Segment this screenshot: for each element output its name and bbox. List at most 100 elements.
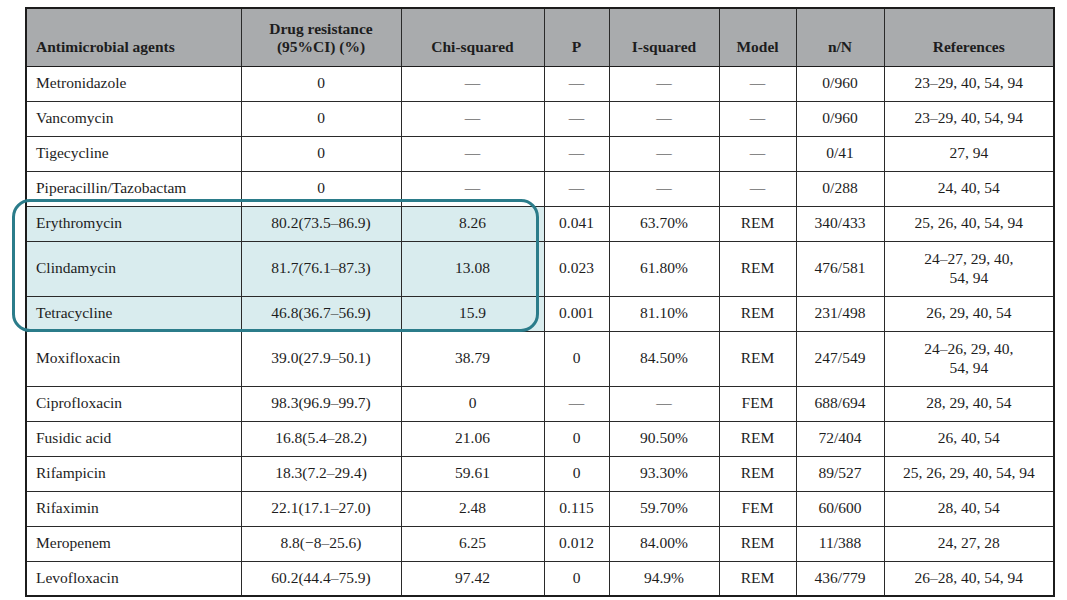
cell-n-over-N: 72/404 xyxy=(796,421,884,456)
cell-resistance: 98.3(96.9–99.7) xyxy=(241,386,401,421)
cell-references: 25, 26, 29, 40, 54, 94 xyxy=(884,456,1054,491)
cell-resistance: 0 xyxy=(241,101,401,136)
cell-model: REM xyxy=(719,421,796,456)
cell-i-squared: 63.70% xyxy=(609,206,719,241)
header-row: Antimicrobial agents Drug resistance (95… xyxy=(26,8,1054,66)
cell-chi-squared: 97.42 xyxy=(401,561,544,596)
cell-resistance: 8.8(−8–25.6) xyxy=(241,526,401,561)
cell-resistance: 22.1(17.1–27.0) xyxy=(241,491,401,526)
cell-references: 24, 40, 54 xyxy=(884,171,1054,206)
cell-resistance: 80.2(73.5–86.9) xyxy=(241,206,401,241)
cell-model: — xyxy=(719,101,796,136)
cell-n-over-N: 0/960 xyxy=(796,66,884,101)
cell-p: — xyxy=(544,136,609,171)
table-row: Fusidic acid16.8(5.4–28.2)21.06090.50%RE… xyxy=(26,421,1054,456)
cell-model: — xyxy=(719,66,796,101)
cell-i-squared: — xyxy=(609,66,719,101)
cell-agent: Levofloxacin xyxy=(26,561,241,596)
cell-references: 26, 29, 40, 54 xyxy=(884,296,1054,331)
cell-i-squared: — xyxy=(609,386,719,421)
cell-agent: Meropenem xyxy=(26,526,241,561)
cell-model: REM xyxy=(719,456,796,491)
cell-n-over-N: 60/600 xyxy=(796,491,884,526)
cell-p: 0 xyxy=(544,331,609,386)
cell-resistance: 18.3(7.2–29.4) xyxy=(241,456,401,491)
cell-agent: Fusidic acid xyxy=(26,421,241,456)
cell-p: 0.041 xyxy=(544,206,609,241)
cell-agent: Tetracycline xyxy=(26,296,241,331)
cell-i-squared: 90.50% xyxy=(609,421,719,456)
table-row: Piperacillin/Tazobactam0————0/28824, 40,… xyxy=(26,171,1054,206)
cell-agent: Vancomycin xyxy=(26,101,241,136)
cell-resistance: 39.0(27.9–50.1) xyxy=(241,331,401,386)
cell-chi-squared: 15.9 xyxy=(401,296,544,331)
cell-p: — xyxy=(544,101,609,136)
cell-p: 0.012 xyxy=(544,526,609,561)
cell-references: 28, 29, 40, 54 xyxy=(884,386,1054,421)
cell-model: REM xyxy=(719,206,796,241)
cell-p: 0.023 xyxy=(544,241,609,296)
cell-p: 0 xyxy=(544,561,609,596)
cell-references: 27, 94 xyxy=(884,136,1054,171)
cell-references: 26–28, 40, 54, 94 xyxy=(884,561,1054,596)
cell-n-over-N: 231/498 xyxy=(796,296,884,331)
table-row: Tetracycline46.8(36.7–56.9)15.90.00181.1… xyxy=(26,296,1054,331)
table-row: Rifaximin22.1(17.1–27.0)2.480.11559.70%F… xyxy=(26,491,1054,526)
cell-i-squared: 59.70% xyxy=(609,491,719,526)
cell-resistance: 60.2(44.4–75.9) xyxy=(241,561,401,596)
cell-agent: Ciprofloxacin xyxy=(26,386,241,421)
cell-p: 0 xyxy=(544,421,609,456)
column-header-agent: Antimicrobial agents xyxy=(26,8,241,66)
cell-resistance: 46.8(36.7–56.9) xyxy=(241,296,401,331)
cell-chi-squared: 8.26 xyxy=(401,206,544,241)
column-header-n-over-N: n/N xyxy=(796,8,884,66)
cell-chi-squared: 21.06 xyxy=(401,421,544,456)
cell-resistance: 16.8(5.4–28.2) xyxy=(241,421,401,456)
table-row: Meropenem8.8(−8–25.6)6.250.01284.00%REM1… xyxy=(26,526,1054,561)
table-row: Levofloxacin60.2(44.4–75.9)97.42094.9%RE… xyxy=(26,561,1054,596)
cell-agent: Rifaximin xyxy=(26,491,241,526)
cell-model: FEM xyxy=(719,491,796,526)
cell-resistance: 0 xyxy=(241,136,401,171)
cell-n-over-N: 0/960 xyxy=(796,101,884,136)
cell-resistance: 0 xyxy=(241,66,401,101)
cell-n-over-N: 0/41 xyxy=(796,136,884,171)
cell-references: 24–27, 29, 40, 54, 94 xyxy=(884,241,1054,296)
cell-i-squared: — xyxy=(609,101,719,136)
cell-agent: Moxifloxacin xyxy=(26,331,241,386)
cell-references: 24, 27, 28 xyxy=(884,526,1054,561)
cell-p: — xyxy=(544,66,609,101)
table-header: Antimicrobial agents Drug resistance (95… xyxy=(26,8,1054,66)
cell-model: REM xyxy=(719,561,796,596)
cell-agent: Erythromycin xyxy=(26,206,241,241)
cell-i-squared: — xyxy=(609,136,719,171)
cell-agent: Clindamycin xyxy=(26,241,241,296)
cell-p: — xyxy=(544,171,609,206)
cell-chi-squared: — xyxy=(401,101,544,136)
cell-i-squared: 84.50% xyxy=(609,331,719,386)
column-header-i-squared: I-squared xyxy=(609,8,719,66)
cell-i-squared: 84.00% xyxy=(609,526,719,561)
table-row: Clindamycin81.7(76.1–87.3)13.080.02361.8… xyxy=(26,241,1054,296)
table-row: Metronidazole0————0/96023–29, 40, 54, 94 xyxy=(26,66,1054,101)
cell-resistance: 0 xyxy=(241,171,401,206)
table-row: Rifampicin18.3(7.2–29.4)59.61093.30%REM8… xyxy=(26,456,1054,491)
page: Antimicrobial agents Drug resistance (95… xyxy=(0,0,1067,600)
cell-model: REM xyxy=(719,331,796,386)
cell-n-over-N: 340/433 xyxy=(796,206,884,241)
cell-p: 0.001 xyxy=(544,296,609,331)
cell-references: 25, 26, 40, 54, 94 xyxy=(884,206,1054,241)
cell-chi-squared: — xyxy=(401,171,544,206)
cell-model: — xyxy=(719,136,796,171)
table-row: Ciprofloxacin98.3(96.9–99.7)0——FEM688/69… xyxy=(26,386,1054,421)
cell-model: REM xyxy=(719,296,796,331)
cell-agent: Metronidazole xyxy=(26,66,241,101)
resistance-table: Antimicrobial agents Drug resistance (95… xyxy=(25,7,1055,597)
table-row: Erythromycin80.2(73.5–86.9)8.260.04163.7… xyxy=(26,206,1054,241)
cell-n-over-N: 688/694 xyxy=(796,386,884,421)
cell-i-squared: 94.9% xyxy=(609,561,719,596)
cell-chi-squared: 59.61 xyxy=(401,456,544,491)
column-header-drug-resistance: Drug resistance (95%CI) (%) xyxy=(241,8,401,66)
table-row: Moxifloxacin39.0(27.9–50.1)38.79084.50%R… xyxy=(26,331,1054,386)
table-row: Vancomycin0————0/96023–29, 40, 54, 94 xyxy=(26,101,1054,136)
